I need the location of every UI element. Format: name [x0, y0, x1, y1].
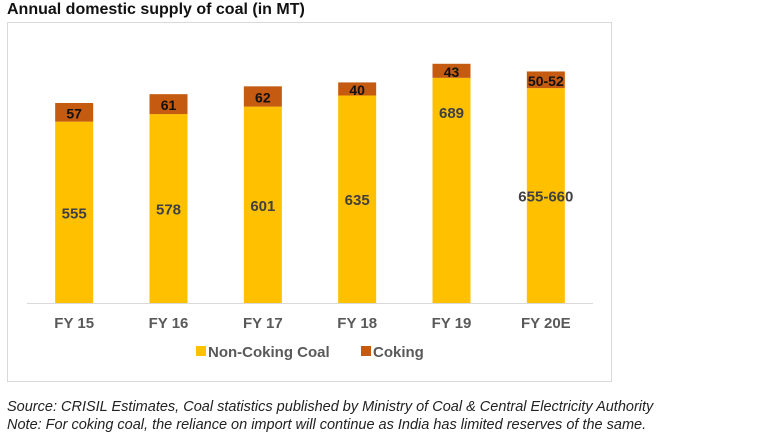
data-label-coking-4: 43 [444, 64, 460, 80]
data-label-coking-1: 61 [161, 97, 177, 113]
bar-non-coking-3 [338, 95, 377, 303]
bar-non-coking-1 [149, 114, 188, 303]
bar-coking-5 [526, 71, 565, 89]
footnote: Note: For coking coal, the reliance on i… [7, 417, 647, 433]
legend-label-non-coking: Non-Coking Coal [208, 344, 330, 361]
bar-non-coking-4 [432, 77, 471, 303]
bar-coking-2 [243, 86, 282, 107]
chart-title: Annual domestic supply of coal (in MT) [7, 1, 305, 18]
bar-coking-3 [338, 82, 377, 96]
source-note: Source: CRISIL Estimates, Coal statistic… [7, 399, 654, 415]
data-label-coking-3: 40 [349, 82, 365, 98]
x-tick-label-4: FY 19 [432, 315, 472, 332]
legend-swatch-coking [361, 346, 371, 356]
x-tick-label-0: FY 15 [54, 315, 94, 332]
x-tick-label-3: FY 18 [337, 315, 377, 332]
data-label-non-coking-3: 635 [345, 192, 370, 209]
bar-coking-4 [432, 63, 471, 78]
x-tick-label-5: FY 20E [521, 315, 571, 332]
data-label-non-coking-4: 689 [439, 105, 464, 122]
data-label-non-coking-0: 555 [62, 205, 87, 222]
bar-non-coking-5 [526, 88, 565, 303]
data-label-non-coking-5: 655-660 [518, 189, 573, 206]
legend-label-coking: Coking [373, 344, 424, 361]
chart-frame [7, 22, 612, 382]
legend: Non-Coking Coal Coking [196, 344, 424, 361]
data-label-coking-5: 50-52 [528, 73, 564, 89]
x-tick-label-2: FY 17 [243, 315, 283, 332]
x-tick-label-1: FY 16 [149, 315, 189, 332]
bar-coking-1 [149, 94, 188, 115]
bar-coking-0 [55, 103, 94, 122]
data-label-non-coking-1: 578 [156, 202, 181, 219]
bar-non-coking-2 [243, 106, 282, 303]
bar-non-coking-0 [55, 121, 94, 304]
data-label-coking-0: 57 [66, 105, 82, 121]
data-label-non-coking-2: 601 [250, 198, 275, 215]
data-label-coking-2: 62 [255, 89, 271, 105]
legend-swatch-non-coking [196, 346, 206, 356]
